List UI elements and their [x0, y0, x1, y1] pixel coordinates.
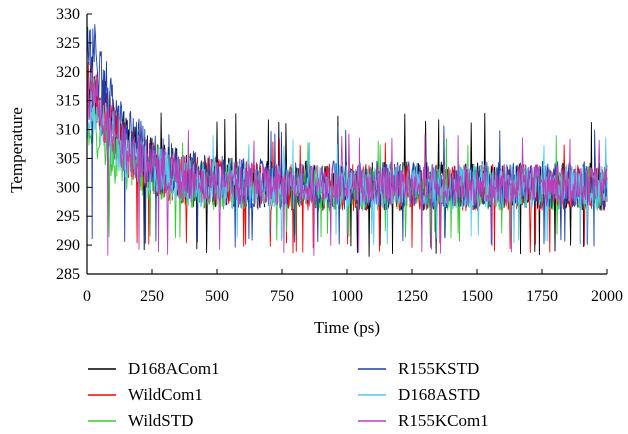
x-tick-label: 1750: [526, 288, 558, 305]
x-ticks: 0 250 500 750 1000 1250 1500 1750 2000: [83, 269, 623, 305]
x-tick-label: 250: [140, 288, 164, 305]
y-tick-label: 320: [56, 64, 80, 81]
series-layer: [86, 24, 608, 257]
legend-label: WildCom1: [128, 385, 203, 404]
x-tick-label: 1500: [461, 288, 493, 305]
x-tick-label: 2000: [591, 288, 623, 305]
x-tick-label: 1250: [396, 288, 428, 305]
x-tick-label: 500: [205, 288, 229, 305]
y-tick-label: 300: [56, 179, 80, 196]
y-tick-label: 325: [56, 35, 80, 52]
y-axis-title: Temperature: [7, 107, 26, 193]
plot-area: [86, 24, 608, 257]
y-tick-label: 285: [56, 266, 80, 283]
axes: 0 250 500 750 1000 1250 1500 1750 2000 285 290 295…: [56, 6, 623, 305]
legend-label: R155KCom1: [398, 411, 489, 430]
legend-label: R155KSTD: [398, 359, 479, 378]
legend-label: D168ACom1: [128, 359, 220, 378]
legend-label: WildSTD: [128, 411, 193, 430]
y-tick-label: 310: [56, 122, 80, 139]
x-axis-title: Time (ps): [314, 318, 380, 337]
y-tick-label: 315: [56, 93, 80, 110]
legend: D168ACom1 WildCom1 WildSTD R155KSTD D168ASTD…: [88, 359, 489, 430]
x-tick-label: 0: [83, 288, 91, 305]
x-tick-label: 750: [270, 288, 294, 305]
y-tick-label: 305: [56, 150, 80, 167]
y-tick-label: 295: [56, 208, 80, 225]
x-tick-label: 1000: [331, 288, 363, 305]
y-tick-label: 290: [56, 237, 80, 254]
legend-label: D168ASTD: [398, 385, 480, 404]
series-line-d168astd: [86, 70, 608, 245]
y-ticks: 285 290 295 300 305 310 315 320 325 330: [56, 6, 92, 283]
series-line-r155kcom1: [86, 67, 608, 256]
y-tick-label: 330: [56, 6, 80, 23]
